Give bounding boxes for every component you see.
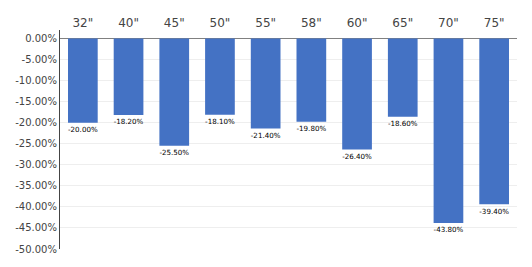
svg-text:58": 58" [301, 16, 322, 30]
svg-text:-20.00%: -20.00% [15, 117, 57, 128]
svg-text:-30.00%: -30.00% [15, 159, 57, 170]
svg-text:-18.10%: -18.10% [205, 117, 235, 126]
svg-text:-43.80%: -43.80% [434, 225, 464, 234]
svg-text:45": 45" [164, 16, 185, 30]
svg-text:-15.00%: -15.00% [15, 96, 57, 107]
svg-text:0.00%: 0.00% [25, 33, 57, 44]
svg-text:-50.00%: -50.00% [15, 244, 57, 255]
svg-text:60": 60" [347, 16, 368, 30]
svg-text:75": 75" [484, 16, 505, 30]
svg-text:-35.00%: -35.00% [15, 180, 57, 191]
svg-text:-5.00%: -5.00% [22, 54, 57, 65]
svg-text:-25.00%: -25.00% [15, 138, 57, 149]
svg-text:50": 50" [210, 16, 231, 30]
svg-text:-19.80%: -19.80% [297, 124, 327, 133]
svg-text:-39.40%: -39.40% [479, 207, 509, 216]
svg-text:-18.60%: -18.60% [388, 119, 418, 128]
svg-text:40": 40" [118, 16, 139, 30]
svg-text:-26.40%: -26.40% [342, 152, 372, 161]
svg-text:-45.00%: -45.00% [15, 222, 57, 233]
svg-text:55": 55" [255, 16, 276, 30]
svg-text:-21.40%: -21.40% [251, 131, 281, 140]
svg-text:-25.50%: -25.50% [159, 148, 189, 157]
svg-text:-20.00%: -20.00% [68, 125, 98, 134]
svg-text:65": 65" [392, 16, 413, 30]
svg-text:70": 70" [438, 16, 459, 30]
svg-text:32": 32" [72, 16, 93, 30]
svg-text:-10.00%: -10.00% [15, 75, 57, 86]
svg-text:-40.00%: -40.00% [15, 201, 57, 212]
svg-text:-18.20%: -18.20% [114, 117, 144, 126]
